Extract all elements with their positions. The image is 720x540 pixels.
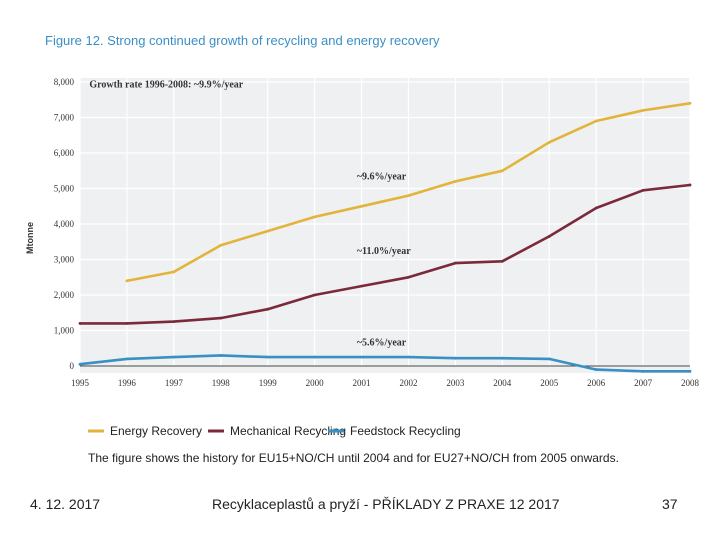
x-axis-ticks: 1995 1996 1997 1998 1999 2000 2001 2002 2003 2004… bbox=[71, 378, 700, 388]
annotation: ~11.0%/year bbox=[357, 246, 411, 257]
y-tick-label: 7,000 bbox=[54, 113, 75, 123]
x-tick-label: 1998 bbox=[212, 378, 231, 388]
x-tick-label: 2008 bbox=[681, 378, 700, 388]
x-tick-label: 1996 bbox=[118, 378, 137, 388]
annotation: ~9.6%/year bbox=[357, 172, 407, 183]
legend-label-mechanical-recycling: Mechanical Recycling bbox=[230, 424, 346, 438]
series-lines bbox=[78, 101, 692, 373]
figure-note: The figure shows the history for EU15+NO… bbox=[88, 451, 619, 465]
y-tick-label: 4,000 bbox=[54, 219, 75, 229]
data-point-energy-recovery bbox=[594, 119, 598, 123]
data-point-feedstock-recycling bbox=[500, 356, 504, 360]
data-point-mechanical-recycling bbox=[266, 307, 270, 311]
footer-date: 4. 12. 2017 bbox=[30, 496, 101, 512]
data-point-mechanical-recycling bbox=[313, 293, 317, 297]
x-tick-label: 2007 bbox=[634, 378, 653, 388]
data-point-feedstock-recycling bbox=[407, 355, 410, 359]
data-point-energy-recovery bbox=[360, 204, 363, 208]
data-point-energy-recovery bbox=[688, 101, 692, 105]
data-point-feedstock-recycling bbox=[547, 357, 551, 361]
data-point-mechanical-recycling bbox=[500, 259, 504, 263]
data-point-energy-recovery bbox=[313, 215, 317, 219]
x-tick-label: 2003 bbox=[446, 378, 465, 388]
y-tick-label: 8,000 bbox=[54, 77, 75, 87]
x-tick-label: 2001 bbox=[353, 378, 371, 388]
data-point-mechanical-recycling bbox=[360, 284, 363, 288]
chart-figure: Figure 12. Strong continued growth of re… bbox=[25, 33, 700, 465]
data-point-energy-recovery bbox=[172, 270, 176, 274]
data-point-energy-recovery bbox=[266, 229, 270, 233]
x-tick-label: 1995 bbox=[71, 378, 90, 388]
y-tick-label: 0 bbox=[70, 361, 75, 371]
chart-annotations: Growth rate 1996-2008: ~9.9%/year ~9.6%/y… bbox=[89, 79, 411, 348]
data-point-mechanical-recycling bbox=[172, 320, 176, 324]
x-tick-label: 2005 bbox=[540, 378, 559, 388]
series-line-feedstock-recycling bbox=[79, 354, 690, 373]
annotation: ~5.6%/year bbox=[357, 337, 407, 348]
data-point-feedstock-recycling bbox=[125, 357, 129, 361]
data-point-feedstock-recycling bbox=[641, 369, 645, 373]
data-point-feedstock-recycling bbox=[594, 368, 598, 371]
data-point-mechanical-recycling bbox=[453, 261, 457, 265]
plot-background bbox=[80, 78, 690, 373]
x-tick-label: 2000 bbox=[306, 378, 325, 388]
data-point-mechanical-recycling bbox=[688, 183, 692, 187]
x-tick-label: 2002 bbox=[399, 378, 417, 388]
data-point-energy-recovery bbox=[219, 243, 223, 247]
x-tick-label: 2004 bbox=[493, 378, 512, 388]
y-tick-label: 1,000 bbox=[54, 326, 75, 336]
data-point-energy-recovery bbox=[125, 279, 129, 283]
figure-title: Figure 12. Strong continued growth of re… bbox=[45, 33, 440, 48]
legend-label-energy-recovery: Energy Recovery bbox=[110, 424, 202, 438]
data-point-mechanical-recycling bbox=[78, 322, 82, 325]
data-point-feedstock-recycling bbox=[266, 355, 270, 359]
y-tick-label: 2,000 bbox=[54, 290, 75, 300]
y-axis-ticks: 0 1,000 2,000 3,000 4,000 5,000 6,000 7,000 8,00… bbox=[54, 77, 75, 371]
data-point-energy-recovery bbox=[641, 109, 645, 112]
data-point-energy-recovery bbox=[453, 180, 457, 183]
data-point-mechanical-recycling bbox=[594, 206, 598, 210]
data-point-feedstock-recycling bbox=[453, 356, 457, 360]
gridlines bbox=[79, 78, 691, 367]
data-point-feedstock-recycling bbox=[360, 355, 363, 359]
legend: Energy Recovery Mechanical Recycling Feeds… bbox=[88, 424, 461, 438]
plot-area: 0 1,000 2,000 3,000 4,000 5,000 6,000 7,000 8,00… bbox=[54, 77, 700, 388]
x-tick-label: 1997 bbox=[165, 378, 184, 388]
series-line-mechanical-recycling bbox=[80, 183, 691, 325]
annotation: Growth rate 1996-2008: ~9.9%/year bbox=[89, 79, 243, 90]
y-tick-label: 3,000 bbox=[54, 255, 75, 265]
page-number: 37 bbox=[662, 496, 678, 512]
data-point-feedstock-recycling bbox=[78, 362, 82, 366]
y-tick-label: 5,000 bbox=[54, 184, 75, 194]
data-point-feedstock-recycling bbox=[172, 355, 176, 359]
data-point-mechanical-recycling bbox=[641, 188, 645, 192]
data-point-feedstock-recycling bbox=[313, 355, 317, 359]
data-point-mechanical-recycling bbox=[547, 235, 551, 238]
data-point-feedstock-recycling bbox=[688, 369, 692, 373]
data-point-energy-recovery bbox=[547, 140, 551, 144]
data-point-energy-recovery bbox=[407, 194, 410, 198]
data-point-mechanical-recycling bbox=[125, 322, 129, 325]
data-point-energy-recovery bbox=[500, 169, 504, 173]
x-tick-label: 2006 bbox=[587, 378, 606, 388]
y-axis-label: Mtonne bbox=[25, 222, 35, 254]
y-tick-label: 6,000 bbox=[54, 148, 75, 158]
data-point-feedstock-recycling bbox=[219, 353, 223, 357]
data-point-mechanical-recycling bbox=[219, 316, 223, 320]
footer-title: Recyklaceplastů a pryží - PŘÍKLADY Z PRA… bbox=[212, 496, 560, 512]
x-tick-label: 1999 bbox=[259, 378, 278, 388]
data-point-mechanical-recycling bbox=[407, 275, 410, 279]
legend-label-feedstock-recycling: Feedstock Recycling bbox=[350, 424, 461, 438]
